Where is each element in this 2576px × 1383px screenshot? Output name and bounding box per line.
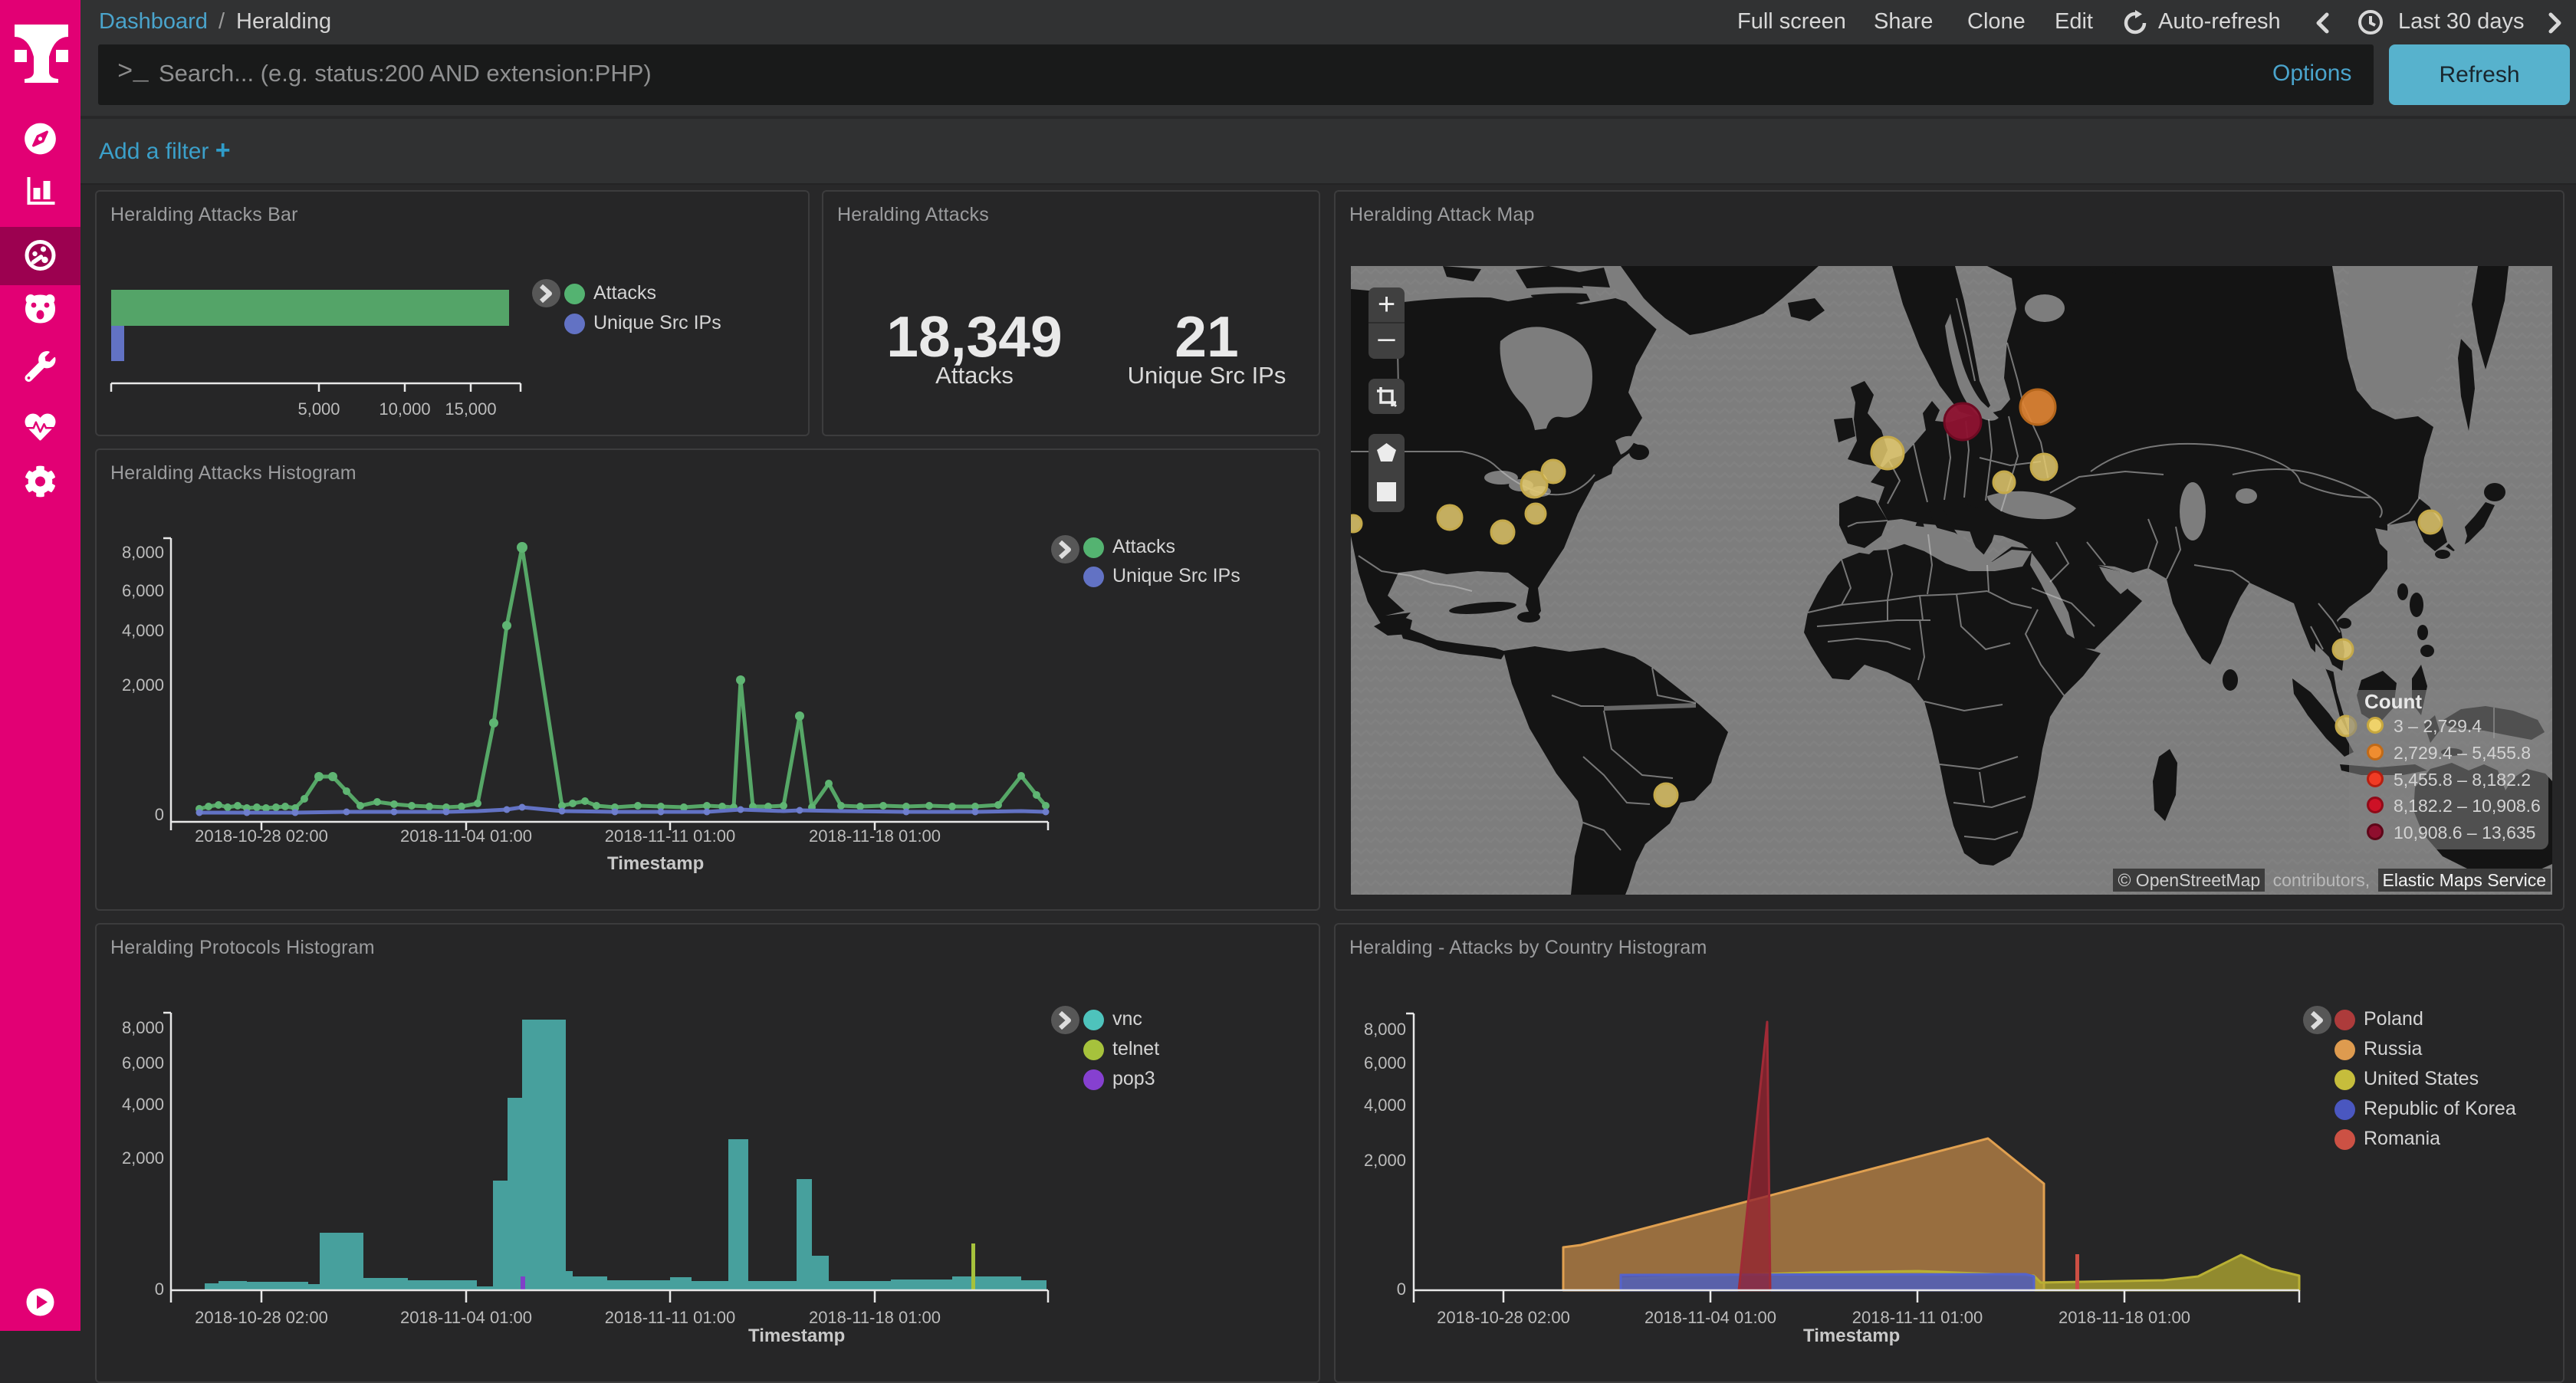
svg-text:5,000: 5,000 [297, 399, 340, 419]
svg-text:2018-11-04 01:00: 2018-11-04 01:00 [400, 1308, 532, 1327]
svg-text:2,000: 2,000 [122, 675, 164, 695]
svg-text:2018-10-28 02:00: 2018-10-28 02:00 [195, 1308, 328, 1327]
svg-text:2018-10-28 02:00: 2018-10-28 02:00 [1437, 1308, 1570, 1327]
svg-text:2018-11-18 01:00: 2018-11-18 01:00 [809, 1308, 941, 1327]
svg-text:2018-11-11 01:00: 2018-11-11 01:00 [1852, 1308, 1983, 1327]
svg-text:4,000: 4,000 [122, 1095, 164, 1114]
svg-text:2,000: 2,000 [1364, 1151, 1406, 1170]
svg-text:2018-11-11 01:00: 2018-11-11 01:00 [605, 826, 735, 846]
svg-text:2018-10-28 02:00: 2018-10-28 02:00 [195, 826, 328, 846]
svg-text:10,000: 10,000 [379, 399, 430, 419]
svg-text:0: 0 [155, 805, 164, 824]
svg-text:6,000: 6,000 [1364, 1053, 1406, 1073]
svg-text:6,000: 6,000 [122, 1053, 164, 1073]
svg-text:8,000: 8,000 [1364, 1020, 1406, 1039]
svg-text:Timestamp: Timestamp [607, 853, 704, 874]
svg-text:8,000: 8,000 [122, 1018, 164, 1037]
svg-text:4,000: 4,000 [122, 621, 164, 640]
svg-text:8,000: 8,000 [122, 543, 164, 562]
svg-text:0: 0 [155, 1280, 164, 1299]
svg-text:2018-11-18 01:00: 2018-11-18 01:00 [2058, 1308, 2190, 1327]
svg-text:4,000: 4,000 [1364, 1096, 1406, 1115]
svg-text:0: 0 [1397, 1280, 1406, 1299]
svg-text:2018-11-04 01:00: 2018-11-04 01:00 [1644, 1308, 1776, 1327]
svg-text:2,000: 2,000 [122, 1148, 164, 1168]
svg-text:2018-11-18 01:00: 2018-11-18 01:00 [809, 826, 941, 846]
svg-text:2018-11-11 01:00: 2018-11-11 01:00 [605, 1308, 735, 1327]
svg-text:2018-11-04 01:00: 2018-11-04 01:00 [400, 826, 532, 846]
svg-text:15,000: 15,000 [445, 399, 496, 419]
svg-text:6,000: 6,000 [122, 581, 164, 600]
